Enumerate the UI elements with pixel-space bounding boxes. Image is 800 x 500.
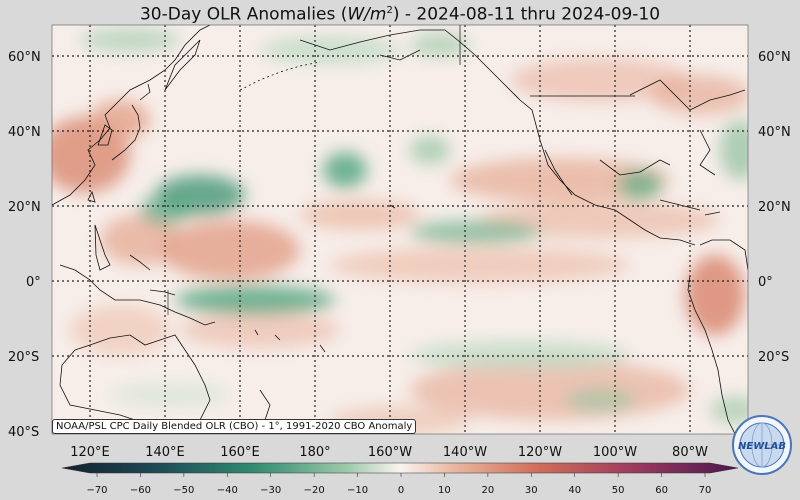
lon-label-160w: 160°W	[368, 445, 412, 460]
lat-label-20n: 20°N	[8, 200, 41, 215]
colorbar-tick-label: 20	[481, 485, 494, 496]
title-unit: W/m	[347, 4, 387, 25]
colorbar-ramp	[61, 462, 739, 474]
colorbar-tick-label: −50	[173, 485, 194, 496]
colorbar-tick-label: −10	[347, 485, 368, 496]
colorbar-tick-label: 10	[438, 485, 451, 496]
lat-label-right-40n: 40°N	[758, 125, 791, 140]
lon-label-180: 180°	[299, 445, 330, 460]
colorbar-tick-label: −60	[130, 485, 151, 496]
lon-label-140e: 140°E	[145, 445, 185, 460]
lon-label-100w: 100°W	[593, 445, 637, 460]
logo-text: NEWLAB	[738, 441, 786, 452]
lat-label-0: 0°	[26, 275, 41, 290]
colorbar-tick-label: −30	[260, 485, 281, 496]
colorbar-ticks: −70 −60 −50 −40 −30 −20 −10 0 10 20 30 40 50 60 70	[86, 473, 711, 496]
lat-label-right-20n: 20°N	[758, 200, 791, 215]
title-prefix: 30-Day OLR Anomalies (	[139, 4, 348, 25]
colorbar-tick-label: 60	[655, 485, 668, 496]
newlab-logo: NEWLAB	[732, 415, 792, 475]
lat-label-40s: 40°S	[8, 425, 39, 440]
globe-icon	[740, 422, 784, 468]
map-title: 30-Day OLR Anomalies (W/m2) - 2024-08-11…	[0, 0, 800, 26]
coastlines	[52, 25, 748, 434]
data-credit-label: NOAA/PSL CPC Daily Blended OLR (CBO) - 1…	[52, 419, 417, 434]
lon-label-140w: 140°W	[443, 445, 487, 460]
colorbar-tick-label: −70	[86, 485, 107, 496]
colorbar-tick-label: 70	[699, 485, 712, 496]
lon-label-160e: 160°E	[220, 445, 260, 460]
map-panel	[52, 25, 748, 434]
lon-label-120w: 120°W	[518, 445, 562, 460]
colorbar: −70 −60 −50 −40 −30 −20 −10 0 10 20 30 40 50 60 70	[61, 462, 739, 496]
colorbar-tick-label: 50	[612, 485, 625, 496]
lon-labels: 120°E 140°E 160°E 180° 160°W 140°W 120°W…	[70, 445, 708, 460]
lat-labels-left: 60°N 40°N 20°N 0° 20°S 40°S	[8, 50, 41, 440]
colorbar-tick-label: 0	[398, 485, 404, 496]
lat-label-right-0: 0°	[758, 275, 773, 290]
lat-label-right-20s: 20°S	[758, 350, 789, 365]
graticule	[52, 25, 748, 434]
lon-label-120e: 120°E	[70, 445, 110, 460]
lat-label-right-60n: 60°N	[758, 50, 791, 65]
colorbar-tick-label: 30	[525, 485, 538, 496]
map-frame	[51, 24, 749, 435]
lat-label-40n: 40°N	[8, 125, 41, 140]
colorbar-tick-label: 40	[568, 485, 581, 496]
title-unit-exponent: 2	[386, 5, 393, 16]
colorbar-tick-label: −20	[304, 485, 325, 496]
title-suffix: ) - 2024-08-11 thru 2024-09-10	[392, 4, 661, 25]
lat-label-60n: 60°N	[8, 50, 41, 65]
lat-labels-right: 60°N 40°N 20°N 0° 20°S	[758, 50, 791, 365]
colorbar-tick-label: −40	[217, 485, 238, 496]
lat-label-20s: 20°S	[8, 350, 39, 365]
lon-label-80w: 80°W	[672, 445, 708, 460]
